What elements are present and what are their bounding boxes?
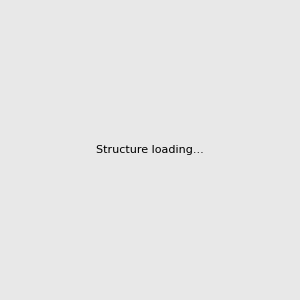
Text: Structure loading...: Structure loading...	[96, 145, 204, 155]
